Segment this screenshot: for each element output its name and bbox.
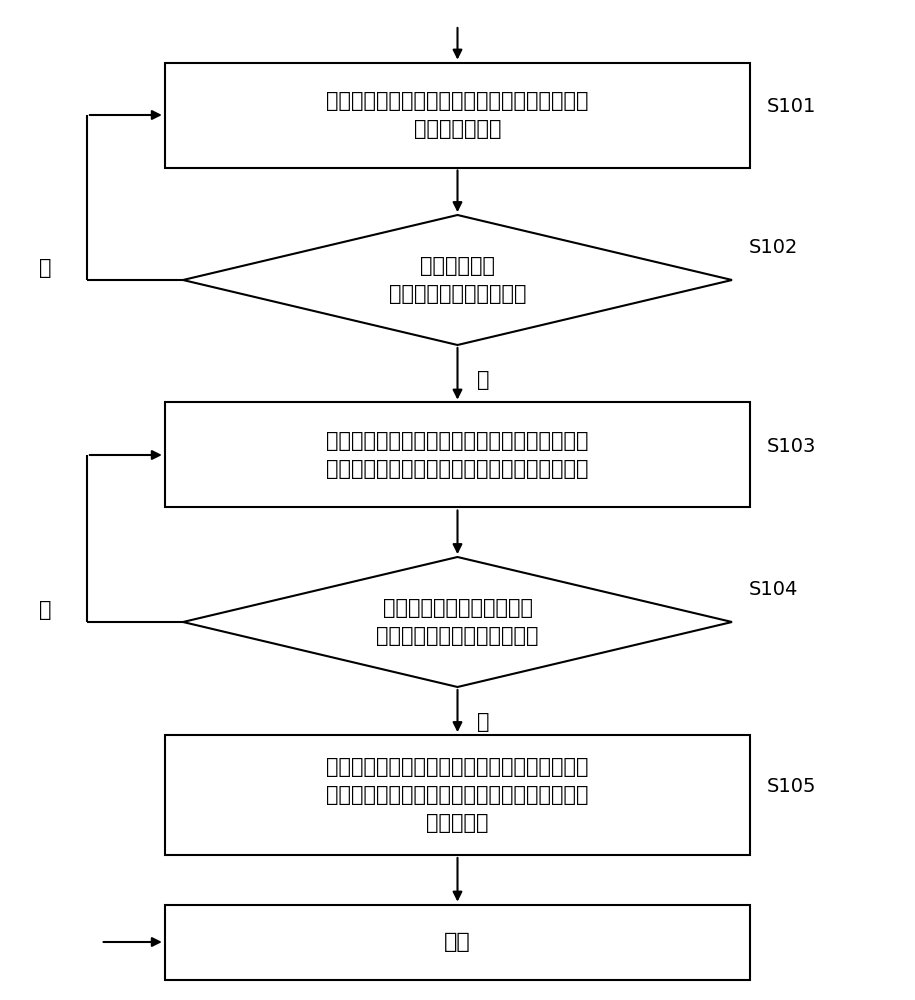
Text: 否: 否	[39, 600, 52, 620]
Text: 判断被试电机
满足预设的热稳定条件？: 判断被试电机 满足预设的热稳定条件？	[389, 256, 526, 304]
Text: S101: S101	[767, 98, 816, 116]
Text: 否: 否	[39, 258, 52, 278]
Bar	[165, 402, 750, 507]
Bar	[165, 735, 750, 855]
Text: 断开第一投切装置，同时开始计时、断开第一投
切装置、关闭通风装置并控制陪试电机降速运行: 断开第一投切装置，同时开始计时、断开第一投 切装置、关闭通风装置并控制陪试电机降…	[327, 431, 588, 479]
Text: 是: 是	[477, 370, 490, 390]
Text: S103: S103	[767, 438, 816, 456]
Bar	[165, 62, 750, 167]
Text: 闭合第一投切装置和第三投切装置，并运行陪试
电机和被试电机: 闭合第一投切装置和第三投切装置，并运行陪试 电机和被试电机	[327, 91, 588, 139]
Text: S102: S102	[748, 238, 798, 257]
Text: S105: S105	[767, 778, 816, 796]
Bar	[165, 904, 750, 980]
Text: 在第二预定时间后闭合第二投切装置，然后在第
三预定时间后控制电阻测量装置测量被试电机的
绕组的电阻: 在第二预定时间后闭合第二投切装置，然后在第 三预定时间后控制电阻测量装置测量被试…	[327, 757, 588, 833]
Text: 判断陪试电机的转速降全零
时累计时间＜第一预定时间？: 判断陪试电机的转速降全零 时累计时间＜第一预定时间？	[376, 598, 539, 646]
Polygon shape	[183, 215, 732, 345]
Text: S104: S104	[748, 580, 798, 599]
Text: 结束: 结束	[444, 932, 471, 952]
Polygon shape	[183, 557, 732, 687]
Text: 是: 是	[477, 712, 490, 732]
